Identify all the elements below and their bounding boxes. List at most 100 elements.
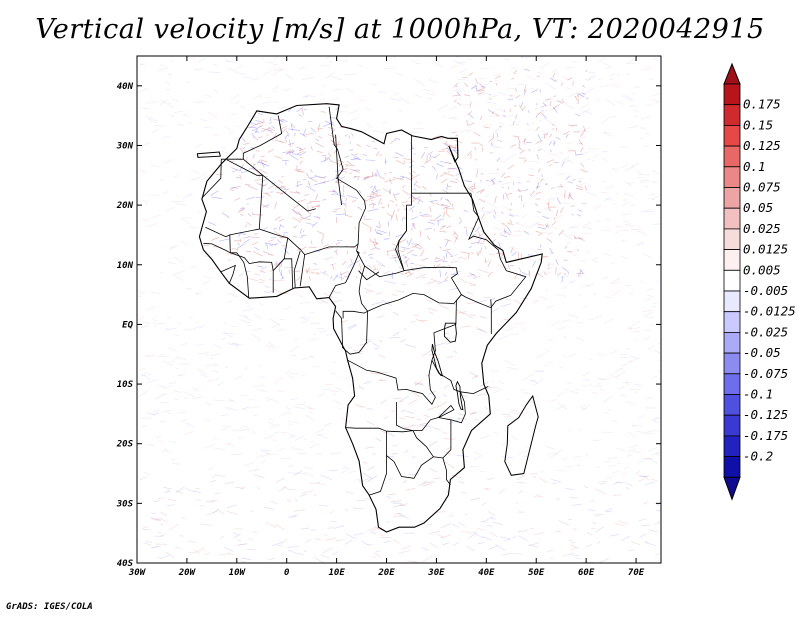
shading-streak <box>294 270 301 273</box>
shading-streak <box>568 94 573 98</box>
shading-streak <box>194 143 203 149</box>
shading-streak <box>311 365 319 368</box>
shading-streak <box>479 82 485 89</box>
shading-streak <box>504 228 506 234</box>
shading-streak <box>501 303 511 308</box>
shading-streak <box>479 92 490 96</box>
shading-streak <box>372 203 375 209</box>
shading-streak <box>205 444 216 449</box>
shading-streak <box>166 504 176 507</box>
y-tick-label: 20N <box>116 201 134 211</box>
shading-streak <box>501 172 506 178</box>
shading-streak <box>493 431 500 435</box>
shading-streak <box>547 232 553 236</box>
shading-streak <box>413 188 417 191</box>
shading-streak <box>523 230 530 235</box>
shading-streak <box>415 94 422 98</box>
shading-streak <box>248 236 260 239</box>
shading-streak <box>252 251 263 257</box>
shading-streak <box>606 198 614 201</box>
shading-streak <box>437 104 449 111</box>
shading-streak <box>545 98 551 101</box>
shading-streak <box>211 353 221 357</box>
colorbar-swatch <box>723 228 741 250</box>
shading-streak <box>335 107 339 111</box>
shading-streak <box>555 209 559 217</box>
shading-streak <box>295 225 298 228</box>
shading-streak <box>445 252 448 259</box>
x-tick-label: 20W <box>178 568 197 578</box>
shading-streak <box>539 477 548 484</box>
shading-streak <box>483 126 490 129</box>
shading-streak <box>218 553 230 556</box>
shading-streak <box>598 78 602 81</box>
shading-streak <box>611 167 618 172</box>
shading-streak <box>582 84 585 88</box>
shading-streak <box>195 292 202 295</box>
shading-streak <box>400 339 407 343</box>
shading-streak <box>159 420 167 423</box>
shading-streak <box>157 497 165 500</box>
shading-streak <box>625 166 634 171</box>
shading-streak <box>453 139 463 144</box>
shading-streak <box>211 476 215 478</box>
shading-streak <box>325 156 331 160</box>
shading-streak <box>296 146 303 151</box>
shading-streak <box>254 468 259 472</box>
shading-streak <box>333 249 338 253</box>
shading-streak <box>656 453 661 457</box>
shading-streak <box>300 228 302 234</box>
shading-streak <box>397 208 400 212</box>
shading-streak <box>446 446 452 450</box>
shading-streak <box>150 518 161 522</box>
shading-streak <box>536 153 539 157</box>
country-border <box>356 208 407 278</box>
shading-streak <box>290 123 294 131</box>
shading-streak <box>571 225 576 228</box>
shading-streak <box>592 160 596 162</box>
shading-streak <box>329 76 339 79</box>
shading-streak <box>301 107 304 116</box>
shading-streak <box>480 172 484 175</box>
shading-streak <box>235 101 239 104</box>
shading-streak <box>496 168 499 171</box>
shading-streak <box>313 262 318 265</box>
shading-streak <box>147 378 159 384</box>
shading-streak <box>637 415 645 420</box>
shading-streak <box>417 198 421 205</box>
shading-streak <box>249 115 260 119</box>
shading-streak <box>414 264 422 266</box>
shading-streak <box>366 144 371 148</box>
shading-streak <box>547 201 550 209</box>
shading-streak <box>483 210 494 215</box>
shading-streak <box>517 530 527 533</box>
shading-streak <box>500 252 504 258</box>
shading-streak <box>202 274 212 280</box>
shading-streak <box>349 149 354 151</box>
shading-streak <box>316 433 326 436</box>
shading-streak <box>479 315 487 319</box>
shading-streak <box>246 196 255 200</box>
shading-streak <box>625 400 635 405</box>
shading-streak <box>246 305 255 311</box>
shading-streak <box>488 253 495 256</box>
shading-streak <box>345 197 348 202</box>
shading-streak <box>517 176 522 179</box>
shading-streak <box>459 68 468 74</box>
country-border <box>396 402 455 432</box>
shading-streak <box>299 472 307 475</box>
shading-streak <box>512 181 515 185</box>
shading-streak <box>597 481 608 483</box>
shading-streak <box>517 229 521 232</box>
shading-streak <box>593 154 599 158</box>
shading-streak <box>248 538 254 541</box>
shading-streak <box>169 105 175 108</box>
shading-streak <box>179 342 189 347</box>
shading-streak <box>432 426 441 431</box>
shading-streak <box>231 343 243 346</box>
shading-streak <box>310 145 313 151</box>
shading-streak <box>213 364 219 367</box>
country-border <box>272 258 294 289</box>
shading-streak <box>434 259 446 263</box>
shading-streak <box>455 89 462 92</box>
